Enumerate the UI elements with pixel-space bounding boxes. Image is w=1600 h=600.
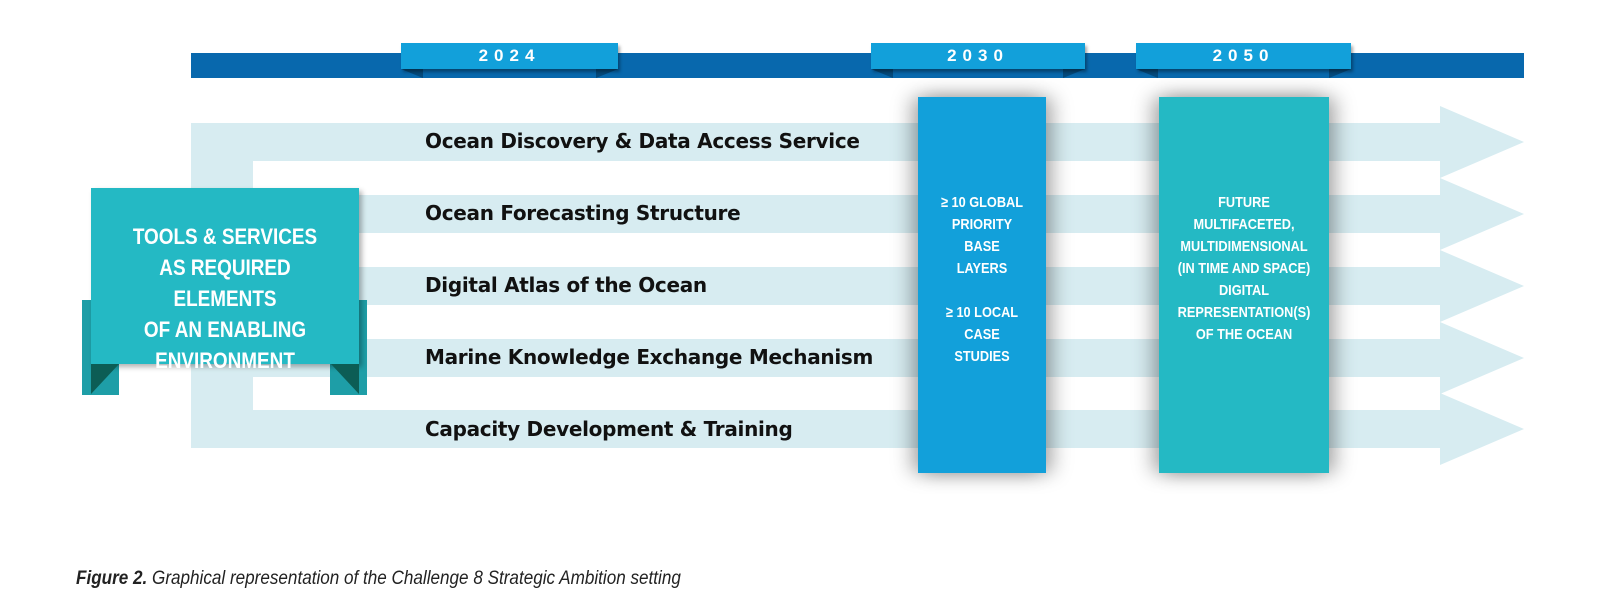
banner-line: OF AN ENABLING (143, 317, 307, 342)
target-2050-line: OF THE OCEAN (1195, 326, 1293, 343)
target-2050-line: MULTIDIMENSIONAL (1180, 238, 1308, 255)
target-2030-line: ≥ 10 LOCAL (945, 304, 1019, 321)
banner-fold-left (91, 364, 119, 394)
banner-fold-right (331, 364, 359, 394)
row-label-ocean-forecasting: Ocean Forecasting Structure (425, 201, 741, 225)
caption-text: Graphical representation of the Challeng… (147, 568, 681, 589)
target-2050-line: DIGITAL (1218, 282, 1270, 299)
target-2030-line: CASE (964, 326, 1000, 343)
target-2050-line: (IN TIME AND SPACE) (1177, 260, 1311, 277)
target-2050-line: MULTIFACETED, (1193, 216, 1295, 233)
ribbon-fold-right (1063, 69, 1085, 78)
target-2030-line: LAYERS (956, 260, 1008, 277)
tools-services-banner: TOOLS & SERVICES AS REQUIRED ELEMENTS OF… (91, 188, 359, 373)
milestone-2050: 2050 (1136, 43, 1351, 69)
target-2030-line: PRIORITY (951, 216, 1013, 233)
row-label-marine-knowledge: Marine Knowledge Exchange Mechanism (425, 345, 874, 369)
target-2030-line: ≥ 10 GLOBAL (940, 194, 1024, 211)
banner-line: ENVIRONMENT (155, 348, 295, 373)
ribbon-fold-left (401, 69, 423, 78)
row-label-capacity-development: Capacity Development & Training (425, 417, 793, 441)
ribbon-fold-left (871, 69, 893, 78)
ribbon-fold-left (1136, 69, 1158, 78)
ribbon-fold-right (1329, 69, 1351, 78)
ribbon-fold-right (596, 69, 618, 78)
target-2050-line: REPRESENTATION(S) (1177, 304, 1311, 321)
target-2030-box: ≥ 10 GLOBAL PRIORITY BASE LAYERS ≥ 10 LO… (918, 97, 1046, 473)
target-2050-line: FUTURE (1218, 194, 1270, 211)
figure-caption: Figure 2. Graphical representation of th… (76, 568, 681, 590)
row-label-digital-atlas: Digital Atlas of the Ocean (425, 273, 707, 297)
row-label-ocean-discovery: Ocean Discovery & Data Access Service (425, 129, 860, 153)
target-2030-line: BASE (964, 238, 1000, 255)
target-2030-line: STUDIES (954, 348, 1010, 365)
banner-line: AS REQUIRED ELEMENTS (159, 255, 291, 311)
target-2050-box: FUTURE MULTIFACETED, MULTIDIMENSIONAL (I… (1159, 97, 1329, 473)
milestone-2030: 2030 (871, 43, 1085, 69)
milestone-2024: 2024 (401, 43, 618, 69)
banner-line: TOOLS & SERVICES (132, 224, 318, 249)
figure-label: Figure 2. (76, 568, 148, 589)
